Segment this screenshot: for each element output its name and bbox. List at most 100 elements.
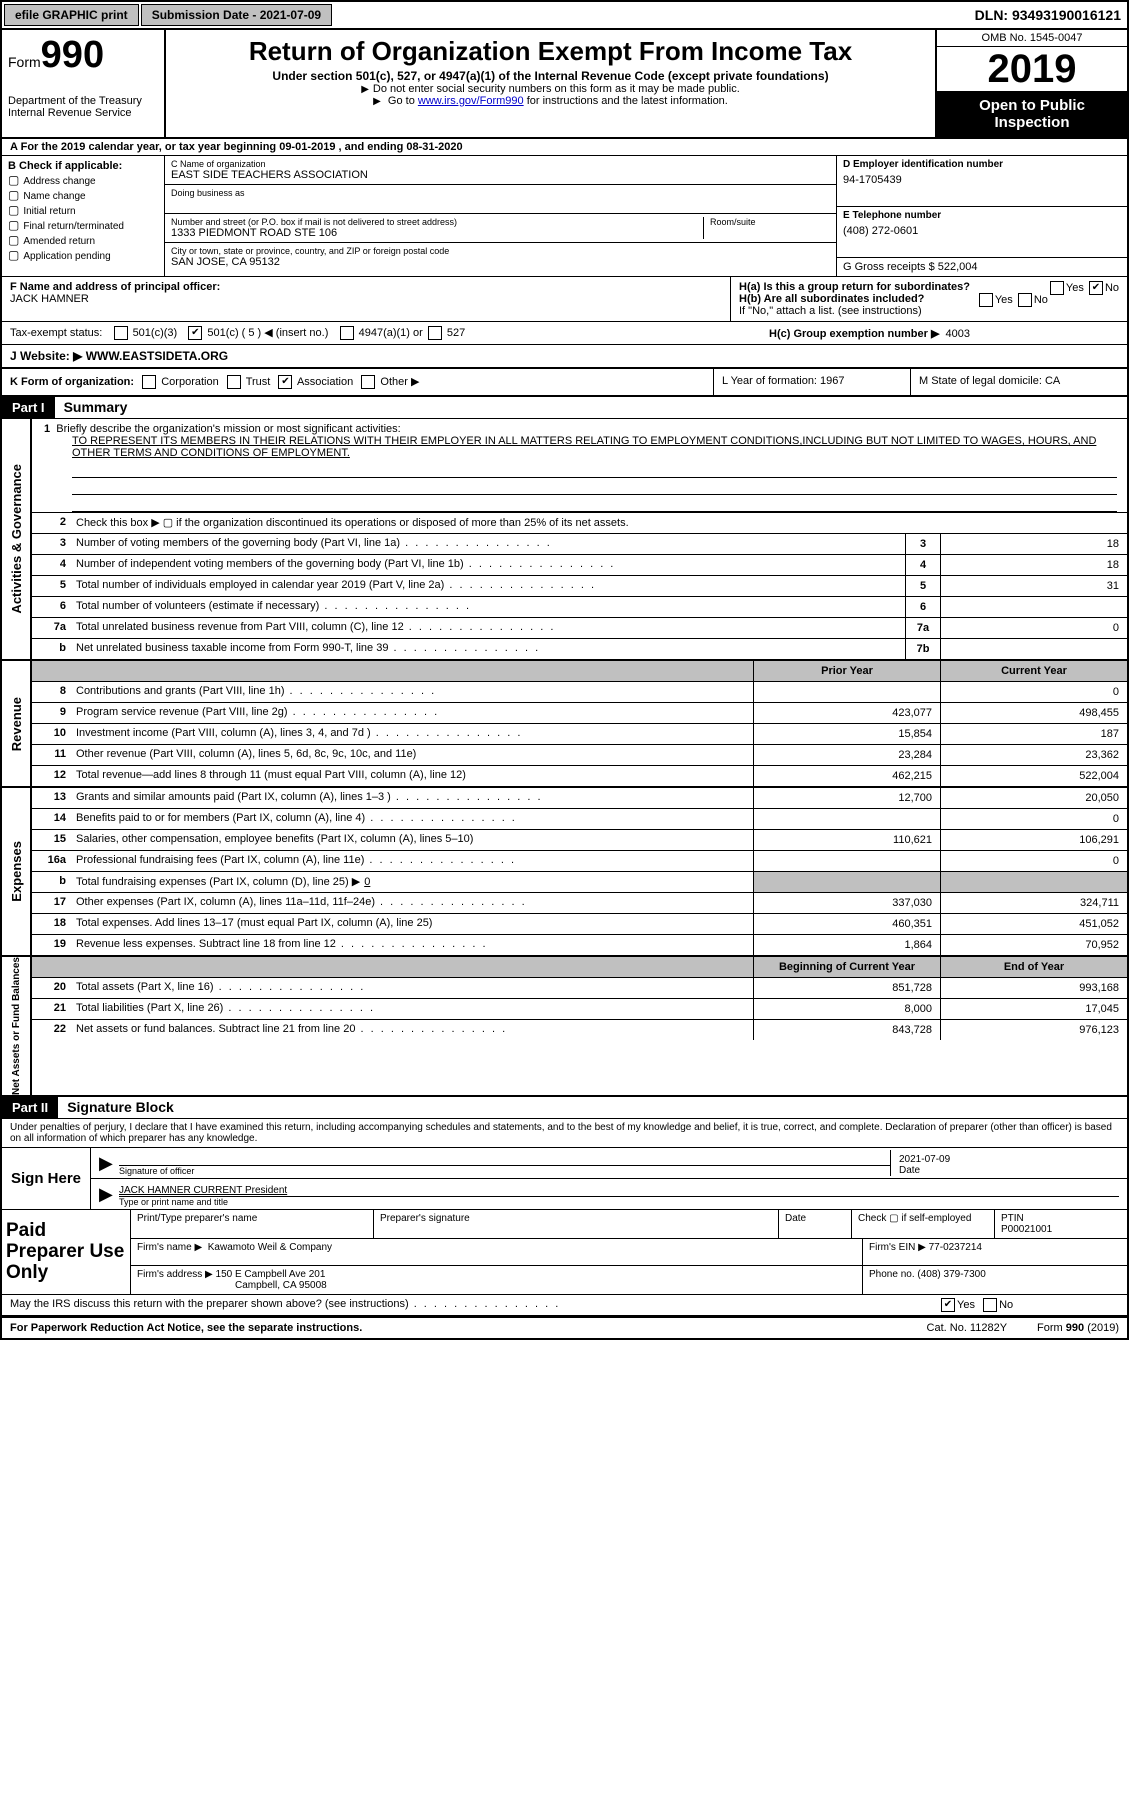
- chk-assoc[interactable]: ✔: [278, 375, 292, 389]
- line-6-val: [940, 597, 1127, 617]
- sidebar-revenue: Revenue: [9, 697, 24, 751]
- discuss-no[interactable]: [983, 1298, 997, 1312]
- chk-527[interactable]: [428, 326, 442, 340]
- part1-bar: Part I: [2, 397, 55, 418]
- addr-label: Number and street (or P.O. box if mail i…: [171, 217, 703, 227]
- chk-other[interactable]: [361, 375, 375, 389]
- chk-final-return[interactable]: Final return/terminated: [8, 218, 158, 232]
- col-beginning: Beginning of Current Year: [753, 957, 940, 977]
- hc-row: H(c) Group exemption number ▶ 4003: [769, 327, 1119, 340]
- efile-print-button[interactable]: efile GRAPHIC print: [4, 4, 139, 26]
- line-2: Check this box ▶ ▢ if the organization d…: [72, 513, 1127, 533]
- line-5-text: Total number of individuals employed in …: [72, 576, 905, 596]
- mission-text: TO REPRESENT ITS MEMBERS IN THEIR RELATI…: [72, 435, 1119, 459]
- form-title: Return of Organization Exempt From Incom…: [176, 36, 925, 67]
- h-note: If "No," attach a list. (see instruction…: [739, 305, 1119, 317]
- form990-link[interactable]: www.irs.gov/Form990: [418, 95, 524, 107]
- line-6-text: Total number of volunteers (estimate if …: [72, 597, 905, 617]
- line-7b-val: [940, 639, 1127, 659]
- chk-application-pending[interactable]: Application pending: [8, 248, 158, 262]
- chk-corp[interactable]: [142, 375, 156, 389]
- sig-date-val: 2021-07-09: [899, 1154, 1119, 1165]
- box-h: H(a) Is this a group return for subordin…: [730, 277, 1127, 321]
- ptin-value: P00021001: [1001, 1224, 1052, 1235]
- year-formation: L Year of formation: 1967: [713, 369, 910, 395]
- gross-receipts: G Gross receipts $ 522,004: [837, 258, 1127, 276]
- org-name-label: C Name of organization: [171, 159, 830, 169]
- form-header-mid: Return of Organization Exempt From Incom…: [166, 30, 935, 137]
- chk-initial-return[interactable]: Initial return: [8, 203, 158, 217]
- top-bar: efile GRAPHIC print Submission Date - 20…: [2, 2, 1127, 30]
- col-prior-year: Prior Year: [753, 661, 940, 681]
- form-subtitle-2: Do not enter social security numbers on …: [176, 83, 925, 95]
- line-4-val: 18: [940, 555, 1127, 575]
- omb-number: OMB No. 1545-0047: [937, 30, 1127, 47]
- city-label: City or town, state or province, country…: [171, 246, 830, 256]
- box-f: F Name and address of principal officer:…: [2, 277, 730, 321]
- part1-title: Summary: [58, 399, 128, 415]
- chk-address-change[interactable]: Address change: [8, 173, 158, 187]
- open-inspection-badge: Open to Public Inspection: [937, 91, 1127, 137]
- paid-preparer-label: Paid Preparer Use Only: [2, 1210, 131, 1294]
- line-3-val: 18: [940, 534, 1127, 554]
- box-c: C Name of organization EAST SIDE TEACHER…: [164, 156, 837, 276]
- box-b-label: B Check if applicable:: [8, 160, 158, 172]
- form-header-right: OMB No. 1545-0047 2019 Open to Public In…: [935, 30, 1127, 137]
- sidebar-expenses: Expenses: [9, 841, 24, 902]
- check-self-employed[interactable]: Check ▢ if self-employed: [852, 1210, 995, 1238]
- hb-yes[interactable]: [979, 293, 993, 307]
- chk-501c3[interactable]: [114, 326, 128, 340]
- chk-4947[interactable]: [340, 326, 354, 340]
- officer-name-title: JACK HAMNER CURRENT President: [119, 1185, 1119, 1196]
- firm-ein: 77-0237214: [929, 1242, 982, 1253]
- dln-text: DLN: 93493190016121: [975, 7, 1127, 23]
- row-a-tax-year: A For the 2019 calendar year, or tax yea…: [2, 139, 1127, 156]
- form-number: 990: [41, 34, 104, 76]
- prep-date-label: Date: [779, 1210, 852, 1238]
- line-7a-text: Total unrelated business revenue from Pa…: [72, 618, 905, 638]
- sidebar-governance: Activities & Governance: [9, 464, 24, 614]
- form-subtitle-3: Go to www.irs.gov/Form990 for instructio…: [176, 95, 925, 107]
- line-5-val: 31: [940, 576, 1127, 596]
- hb-no[interactable]: [1018, 293, 1032, 307]
- type-name-label: Type or print name and title: [119, 1196, 1119, 1207]
- firm-city: Campbell, CA 95008: [137, 1280, 327, 1291]
- form-header-left: Form990 Department of the Treasury Inter…: [2, 30, 166, 137]
- arrow-icon: ▶: [99, 1181, 119, 1207]
- irs-discuss-text: May the IRS discuss this return with the…: [2, 1295, 931, 1315]
- line-7a-val: 0: [940, 618, 1127, 638]
- sig-date-label: Date: [899, 1165, 1119, 1176]
- ein-label: D Employer identification number: [843, 159, 1121, 170]
- ha-yes[interactable]: [1050, 281, 1064, 295]
- website-url: WWW.EASTSIDETA.ORG: [86, 349, 228, 363]
- ein-value: 94-1705439: [843, 170, 1121, 186]
- footer-right: Form 990 (2019): [1037, 1322, 1119, 1334]
- col-current-year: Current Year: [940, 661, 1127, 681]
- officer-name: JACK HAMNER: [10, 293, 722, 305]
- mission-block: 1 Briefly describe the organization's mi…: [32, 419, 1127, 461]
- form-subtitle-1: Under section 501(c), 527, or 4947(a)(1)…: [176, 69, 925, 83]
- ha-no[interactable]: ✔: [1089, 281, 1103, 295]
- form-org-row: K Form of organization: Corporation Trus…: [2, 369, 713, 395]
- tax-exempt-row: Tax-exempt status: 501(c)(3) ✔ 501(c) ( …: [10, 326, 769, 340]
- room-label: Room/suite: [710, 217, 830, 227]
- tax-year: 2019: [937, 47, 1127, 91]
- chk-trust[interactable]: [227, 375, 241, 389]
- chk-name-change[interactable]: Name change: [8, 188, 158, 202]
- city-value: SAN JOSE, CA 95132: [171, 256, 830, 268]
- box-b: B Check if applicable: Address change Na…: [2, 156, 164, 276]
- line-4-text: Number of independent voting members of …: [72, 555, 905, 575]
- submission-date-button[interactable]: Submission Date - 2021-07-09: [141, 4, 332, 26]
- firm-phone: (408) 379-7300: [917, 1269, 985, 1280]
- chk-501c[interactable]: ✔: [188, 326, 202, 340]
- firm-addr: 150 E Campbell Ave 201: [216, 1269, 326, 1280]
- discuss-yes[interactable]: ✔: [941, 1298, 955, 1312]
- phone-value: (408) 272-0601: [843, 221, 1121, 237]
- part2-title: Signature Block: [61, 1099, 174, 1115]
- firm-name: Kawamoto Weil & Company: [208, 1242, 332, 1253]
- col-end: End of Year: [940, 957, 1127, 977]
- footer-left: For Paperwork Reduction Act Notice, see …: [10, 1322, 897, 1334]
- arrow-icon: ▶: [99, 1150, 119, 1176]
- line-7b-text: Net unrelated business taxable income fr…: [72, 639, 905, 659]
- chk-amended-return[interactable]: Amended return: [8, 233, 158, 247]
